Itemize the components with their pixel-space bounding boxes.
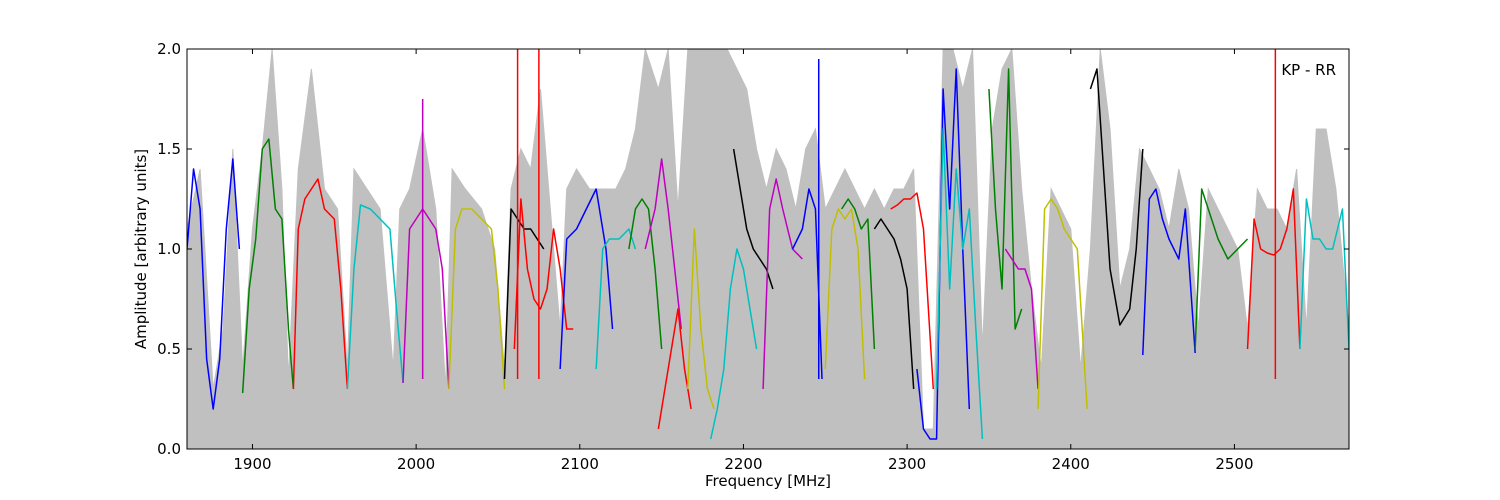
y-tick-label: 0.5 — [157, 340, 181, 358]
y-tick-label: 2.0 — [157, 40, 181, 58]
y-tick-label: 1.5 — [157, 140, 181, 158]
x-tick-label: 2000 — [397, 455, 435, 473]
ticks-layer: 1900 2000 2100 2200 2300 2400 2500 0.0 0.5 1.0 1.5… — [157, 40, 1349, 473]
series-line-21 — [873, 218, 915, 390]
series-line-9 — [559, 188, 614, 370]
series-line-3 — [292, 178, 349, 390]
x-tick-label: 2200 — [724, 455, 762, 473]
series-line-4 — [346, 204, 404, 390]
series-line-19 — [824, 208, 866, 380]
series-line-20 — [841, 198, 876, 350]
series-line-28 — [1089, 68, 1144, 326]
series-line-18 — [791, 188, 823, 380]
series-line-30 — [1194, 188, 1249, 350]
series-line-5 — [402, 208, 450, 390]
series-line-2 — [241, 138, 295, 394]
panel-annotation: KP - RR — [1281, 61, 1336, 79]
series-line-17 — [762, 178, 803, 390]
series-line-32 — [1299, 198, 1349, 350]
x-tick-label: 2100 — [561, 455, 599, 473]
series-line-11 — [628, 198, 663, 350]
series-line-25 — [988, 68, 1023, 330]
x-tick-label: 2500 — [1215, 455, 1253, 473]
x-axis-label: Frequency [MHz] — [705, 472, 831, 490]
x-tick-label: 1900 — [233, 455, 271, 473]
series-layer — [187, 49, 1349, 440]
series-line-24 — [935, 128, 984, 440]
series-line-10 — [595, 228, 637, 370]
series-line-22 — [890, 192, 935, 390]
series-line-13 — [657, 308, 692, 430]
series-line-15 — [709, 248, 758, 440]
x-tick-label: 2400 — [1052, 455, 1090, 473]
series-line-27 — [1037, 198, 1088, 410]
series-line-12 — [644, 158, 683, 330]
x-tick-label: 2300 — [888, 455, 926, 473]
y-tick-label: 0.0 — [157, 440, 181, 458]
series-line-26 — [1004, 248, 1039, 390]
series-line-1 — [187, 158, 241, 410]
series-line-16 — [732, 148, 774, 290]
series-line-31 — [1246, 188, 1301, 350]
series-line-29 — [1142, 188, 1196, 356]
y-tick-label: 1.0 — [157, 240, 181, 258]
series-line-23 — [916, 68, 971, 440]
y-axis-label: Amplitude [arbitrary units] — [132, 149, 150, 349]
series-line-14 — [687, 228, 715, 410]
series-line-6 — [448, 208, 506, 390]
